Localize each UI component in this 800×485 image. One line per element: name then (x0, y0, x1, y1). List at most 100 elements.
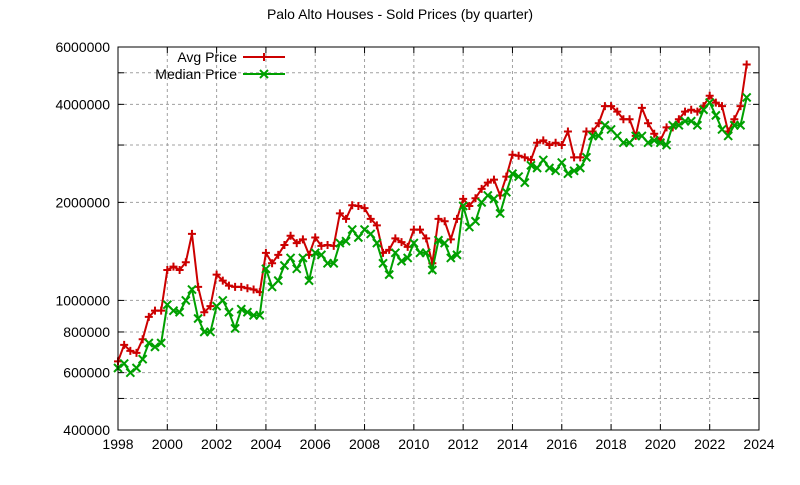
data-point (736, 102, 745, 111)
data-point (459, 194, 468, 203)
grid (118, 47, 759, 430)
data-point (242, 307, 253, 317)
y-tick-label: 2000000 (55, 194, 110, 210)
data-point (304, 275, 314, 286)
data-point (366, 214, 375, 223)
data-point (600, 120, 610, 130)
data-point (125, 367, 136, 378)
x-tick-label: 2014 (497, 436, 528, 452)
data-point (650, 129, 659, 138)
data-point (477, 184, 486, 193)
data-point (416, 225, 425, 234)
data-point (495, 208, 505, 219)
data-point (193, 313, 203, 324)
legend: Avg Price Median Price (155, 49, 285, 82)
data-point (693, 107, 702, 116)
data-point (169, 262, 178, 271)
data-point (292, 239, 301, 248)
data-point (452, 214, 461, 223)
data-point (372, 238, 382, 248)
data-point (704, 97, 715, 108)
data-point (187, 229, 196, 238)
data-point (311, 233, 320, 242)
data-point (557, 141, 566, 150)
data-point (539, 136, 548, 145)
data-point (255, 310, 265, 321)
data-point (483, 190, 493, 201)
data-point (741, 92, 752, 103)
data-point (230, 323, 240, 334)
x-tick-label: 2016 (546, 436, 577, 452)
x-tick-label: 2012 (448, 436, 479, 452)
data-point (285, 253, 296, 263)
data-point (563, 127, 572, 136)
axes: 1998 2000 2002 2004 2006 2008 2010 2012 2014 2016… (55, 39, 774, 452)
data-point (501, 187, 512, 197)
data-point (607, 102, 616, 111)
data-point (644, 119, 653, 128)
data-point (575, 163, 585, 173)
data-point (718, 102, 727, 111)
x-tick-label: 2004 (250, 436, 281, 452)
data-point (273, 275, 283, 286)
data-point (427, 265, 438, 275)
x-tick-label: 2020 (645, 436, 676, 452)
data-point (236, 304, 246, 314)
data-point (421, 248, 431, 258)
data-point (174, 307, 185, 317)
data-point (157, 306, 166, 315)
data-point (335, 209, 344, 218)
data-point (649, 135, 659, 146)
data-point (132, 348, 141, 357)
x-tick-label: 2018 (595, 436, 626, 452)
data-point (378, 258, 388, 269)
data-point (354, 201, 363, 210)
series-line (117, 64, 748, 362)
data-point (433, 235, 444, 245)
legend-label-avg: Avg Price (177, 49, 237, 65)
data-point (434, 214, 443, 223)
data-point (200, 308, 209, 317)
data-point (686, 116, 696, 126)
y-tick-label: 4000000 (55, 96, 110, 112)
data-point (643, 137, 653, 148)
x-tick-label: 2006 (300, 436, 331, 452)
data-point (711, 98, 720, 107)
data-point (538, 155, 548, 165)
data-point (224, 281, 233, 290)
data-point (576, 153, 585, 162)
data-point (280, 240, 289, 249)
data-point (520, 153, 529, 162)
data-point (224, 307, 234, 317)
data-point (360, 204, 369, 213)
data-point (711, 110, 721, 121)
data-point (446, 253, 456, 263)
data-point (286, 231, 295, 240)
data-point (533, 138, 542, 147)
data-point (391, 234, 400, 243)
series-avg-price (114, 60, 751, 366)
x-tick-label: 2008 (349, 436, 380, 452)
data-point (119, 358, 129, 369)
data-point (347, 224, 357, 235)
data-point (396, 256, 407, 266)
x-tick-label: 2022 (694, 436, 725, 452)
data-point (452, 250, 462, 260)
y-tick-label: 600000 (63, 365, 110, 381)
data-point (730, 115, 739, 124)
data-point (557, 157, 567, 168)
data-point (735, 120, 746, 130)
data-point (156, 338, 166, 348)
data-point (137, 354, 148, 364)
data-point (458, 201, 468, 211)
data-point (742, 60, 751, 69)
data-point (329, 258, 339, 269)
data-point (144, 312, 153, 321)
data-point (243, 284, 252, 293)
data-point (440, 217, 449, 226)
y-tick-label: 6000000 (55, 39, 110, 55)
x-tick-label: 2024 (743, 436, 774, 452)
data-point (249, 285, 258, 294)
data-point (551, 138, 560, 147)
data-point (569, 166, 579, 176)
